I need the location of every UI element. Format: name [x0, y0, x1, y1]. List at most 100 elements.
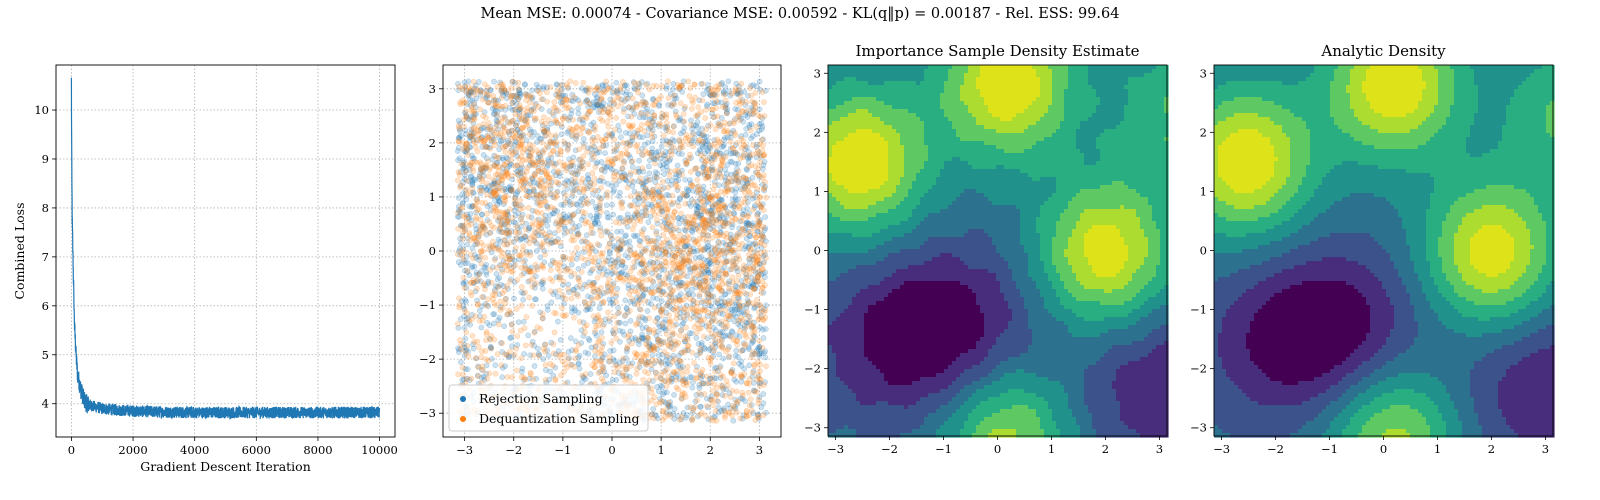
scatter-point: [594, 214, 599, 219]
scatter-point: [687, 247, 692, 252]
scatter-point: [651, 197, 656, 202]
scatter-point: [545, 206, 550, 211]
scatter-point: [600, 323, 605, 328]
scatter-point: [555, 319, 560, 324]
scatter-point: [475, 302, 480, 307]
scatter-point: [475, 242, 480, 247]
scatter-point: [683, 201, 688, 206]
scatter-point: [709, 355, 714, 360]
scatter-point: [527, 182, 532, 187]
scatter-point: [479, 325, 484, 330]
scatter-point: [665, 271, 670, 276]
scatter-point: [536, 151, 541, 156]
scatter-point: [604, 79, 609, 84]
scatter-point: [492, 162, 497, 167]
scatter-point: [613, 326, 618, 331]
scatter-point: [604, 203, 609, 208]
scatter-point: [591, 151, 596, 156]
scatter-point: [534, 218, 539, 223]
scatter-point: [579, 180, 584, 185]
scatter-point: [470, 265, 475, 270]
scatter-point: [693, 255, 698, 260]
scatter-point: [496, 284, 501, 289]
scatter-point: [459, 341, 464, 346]
scatter-point: [551, 351, 556, 356]
scatter-point: [519, 106, 524, 111]
scatter-point: [504, 160, 509, 165]
scatter-point: [760, 345, 765, 350]
scatter-point: [723, 98, 728, 103]
scatter-point: [604, 228, 609, 233]
scatter-point: [684, 161, 689, 166]
scatter-point: [637, 294, 642, 299]
scatter-point: [477, 174, 482, 179]
scatter-point: [706, 299, 711, 304]
scatter-point: [761, 391, 766, 396]
scatter-point: [535, 161, 540, 166]
scatter-point: [750, 99, 755, 104]
scatter-point: [685, 239, 690, 244]
scatter-point: [526, 333, 531, 338]
scatter-point: [742, 190, 747, 195]
scatter-point: [465, 311, 470, 316]
scatter-point: [482, 314, 487, 319]
scatter-point: [734, 348, 739, 353]
scatter-point: [499, 95, 504, 100]
y-axis-label: Combined Loss: [12, 202, 27, 299]
scatter-point: [635, 217, 640, 222]
scatter-point: [730, 275, 735, 280]
scatter-point: [754, 389, 759, 394]
scatter-point: [612, 137, 617, 142]
scatter-point: [487, 371, 492, 376]
scatter-point: [598, 228, 603, 233]
scatter-point: [638, 127, 643, 132]
scatter-point: [556, 354, 561, 359]
scatter-point: [559, 305, 564, 310]
scatter-point: [736, 112, 741, 117]
scatter-point: [685, 281, 690, 286]
scatter-point: [464, 299, 469, 304]
scatter-point: [719, 383, 724, 388]
scatter-point: [509, 173, 514, 178]
scatter-point: [545, 307, 550, 312]
scatter-point: [566, 287, 571, 292]
scatter-point: [747, 363, 752, 368]
scatter-point: [693, 240, 698, 245]
scatter-point: [696, 138, 701, 143]
scatter-point: [587, 338, 592, 343]
scatter-point: [593, 255, 598, 260]
scatter-point: [560, 359, 565, 364]
scatter-point: [717, 171, 722, 176]
scatter-point: [728, 314, 733, 319]
scatter-point: [532, 229, 537, 234]
y-tick-label: 1: [429, 190, 436, 204]
scatter-point: [540, 221, 545, 226]
scatter-point: [457, 126, 462, 131]
scatter-point: [684, 132, 689, 137]
scatter-point: [595, 275, 600, 280]
scatter-point: [755, 186, 760, 191]
scatter-point: [724, 111, 729, 116]
scatter-point: [760, 285, 765, 290]
scatter-point: [669, 102, 674, 107]
scatter-point: [654, 150, 659, 155]
scatter-point: [503, 212, 508, 217]
scatter-point: [734, 379, 739, 384]
scatter-point: [520, 366, 525, 371]
scatter-point: [674, 316, 679, 321]
scatter-point: [487, 230, 492, 235]
scatter-point: [568, 336, 573, 341]
scatter-point: [759, 290, 764, 295]
scatter-point: [577, 147, 582, 152]
scatter-point: [661, 408, 666, 413]
scatter-point: [568, 269, 573, 274]
scatter-point: [721, 374, 726, 379]
scatter-point: [704, 381, 709, 386]
scatter-point: [521, 319, 526, 324]
scatter-point: [475, 149, 480, 154]
scatter-point: [548, 133, 553, 138]
scatter-point: [662, 390, 667, 395]
scatter-point: [497, 315, 502, 320]
scatter-point: [623, 312, 628, 317]
scatter-point: [482, 281, 487, 286]
